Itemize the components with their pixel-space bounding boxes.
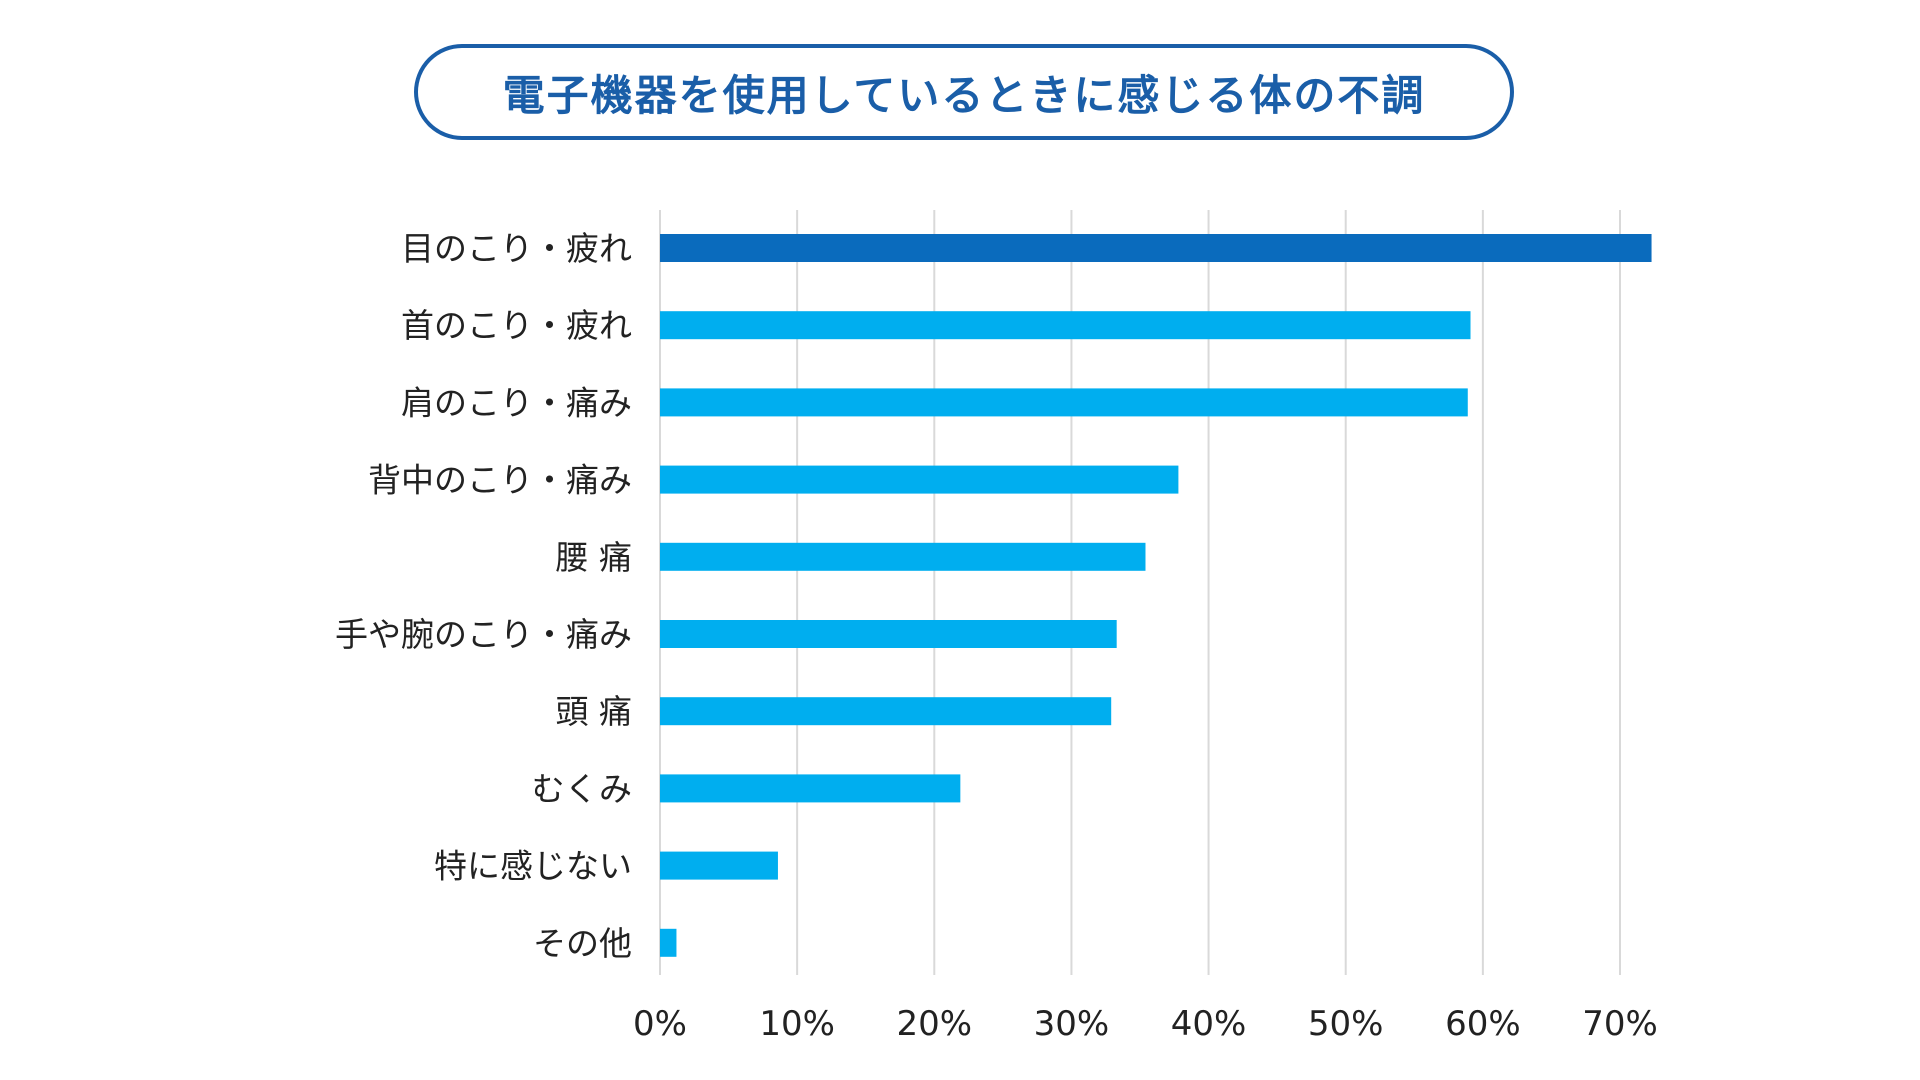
chart-title: 電子機器を使用しているときに感じる体の不調 bbox=[502, 70, 1426, 120]
bar bbox=[660, 388, 1468, 417]
category-label: 頭 痛 bbox=[556, 692, 633, 731]
bar bbox=[660, 311, 1471, 340]
category-label: 目のこり・疲れ bbox=[401, 229, 632, 268]
tick-label: 20% bbox=[896, 1004, 972, 1044]
tick-label: 0% bbox=[633, 1004, 687, 1044]
chart-title-box: 電子機器を使用しているときに感じる体の不調 bbox=[414, 44, 1514, 140]
tick-label: 40% bbox=[1171, 1004, 1247, 1044]
category-label: むくみ bbox=[532, 769, 632, 808]
bar bbox=[660, 851, 778, 880]
category-label: 手や腕のこり・痛み bbox=[335, 615, 632, 654]
tick-label: 30% bbox=[1034, 1004, 1110, 1044]
bar bbox=[660, 620, 1117, 648]
tick-label: 60% bbox=[1445, 1004, 1521, 1044]
category-label: 首のこり・疲れ bbox=[401, 306, 632, 345]
bar bbox=[660, 234, 1652, 262]
bar bbox=[660, 542, 1146, 571]
category-label: 特に感じない bbox=[434, 847, 632, 886]
bar bbox=[660, 774, 961, 803]
category-label: 腰 痛 bbox=[556, 538, 633, 577]
category-label: 肩のこり・痛み bbox=[401, 383, 632, 422]
category-label: その他 bbox=[533, 924, 632, 963]
bar bbox=[660, 928, 677, 957]
tick-label: 70% bbox=[1582, 1004, 1658, 1044]
category-label: 背中のこり・痛み bbox=[368, 461, 632, 500]
tick-label: 50% bbox=[1308, 1004, 1384, 1044]
bar bbox=[660, 465, 1179, 494]
tick-label: 10% bbox=[759, 1004, 835, 1044]
bar bbox=[660, 697, 1112, 726]
